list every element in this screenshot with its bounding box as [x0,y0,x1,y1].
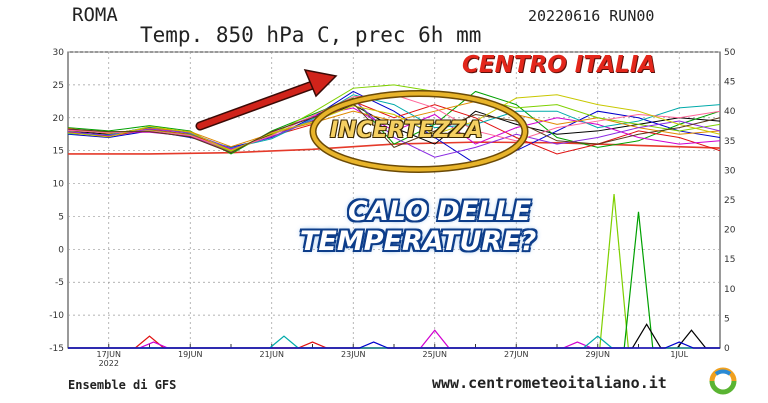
y-right-tick-label: 50 [724,48,736,58]
source-label: Ensemble di GFS [68,378,177,392]
y-left-tick-label: -5 [55,278,64,288]
question-line-1: CALO DELLE [348,196,532,227]
y-left-tick-label: 20 [53,114,65,124]
y-left-tick-label: 5 [58,212,64,222]
x-tick-label: 17JUN [97,350,121,359]
temperature-members [67,84,721,165]
y-left-tick-label: 30 [53,48,65,58]
y-right-tick-label: 5 [724,314,730,324]
temperature-member-line [67,102,721,154]
y-right-tick-label: 35 [724,137,735,147]
y-right-tick-label: 40 [724,107,736,117]
plot-frame [67,51,721,349]
chart-subtitle: Temp. 850 hPa C, prec 6h mm [140,23,482,47]
x-tick-sublabel: 2022 [99,359,119,368]
y-right-tick-label: 10 [724,285,736,295]
city-name: ROMA [72,4,118,26]
left-y-axis: 30 25 20 15 10 5 0 -5 -10 -15 [49,48,64,354]
temperature-member-line [67,90,721,155]
y-right-tick-label: 15 [724,255,735,265]
y-left-tick-label: -15 [49,344,64,354]
region-label: CENTRO ITALIA [462,52,657,78]
site-logo-icon [709,367,737,395]
y-right-tick-label: 30 [724,166,736,176]
website-link[interactable]: www.centrometeoitaliano.it [432,374,667,392]
precip-member-line [68,329,720,349]
x-tick-label: 29JUN [586,350,610,359]
y-left-tick-label: 10 [53,180,65,190]
x-tick-label: 19JUN [178,350,202,359]
question-line-2: TEMPERATURE? [300,226,537,257]
y-right-tick-label: 0 [724,344,730,354]
x-tick-label: 23JUN [341,350,365,359]
uncertainty-label: INCERTEZZA [330,118,483,143]
x-tick-label: 25JUN [423,350,447,359]
temperature-member-line [67,84,721,152]
x-tick-label: 1JUL [670,350,688,359]
precip-member-line [68,341,720,349]
y-left-tick-label: 25 [53,81,64,91]
uncertainty-ellipse [309,90,529,173]
temperature-member-line [67,94,721,152]
y-left-tick-label: -10 [49,311,64,321]
temperature-member-line [67,100,721,155]
y-right-tick-label: 20 [724,226,736,236]
precipitation-members [68,194,720,349]
y-left-tick-label: 0 [58,245,64,255]
y-right-tick-label: 45 [724,78,735,88]
x-tick-label: 27JUN [504,350,528,359]
temperature-member-line [67,98,721,158]
y-left-tick-label: 15 [53,147,64,157]
y-right-tick-label: 25 [724,196,735,206]
run-code: 20220616 RUN00 [528,7,655,25]
x-tick-label: 21JUN [260,350,284,359]
arrow-annotation [195,68,338,131]
arrow-head [303,68,338,98]
